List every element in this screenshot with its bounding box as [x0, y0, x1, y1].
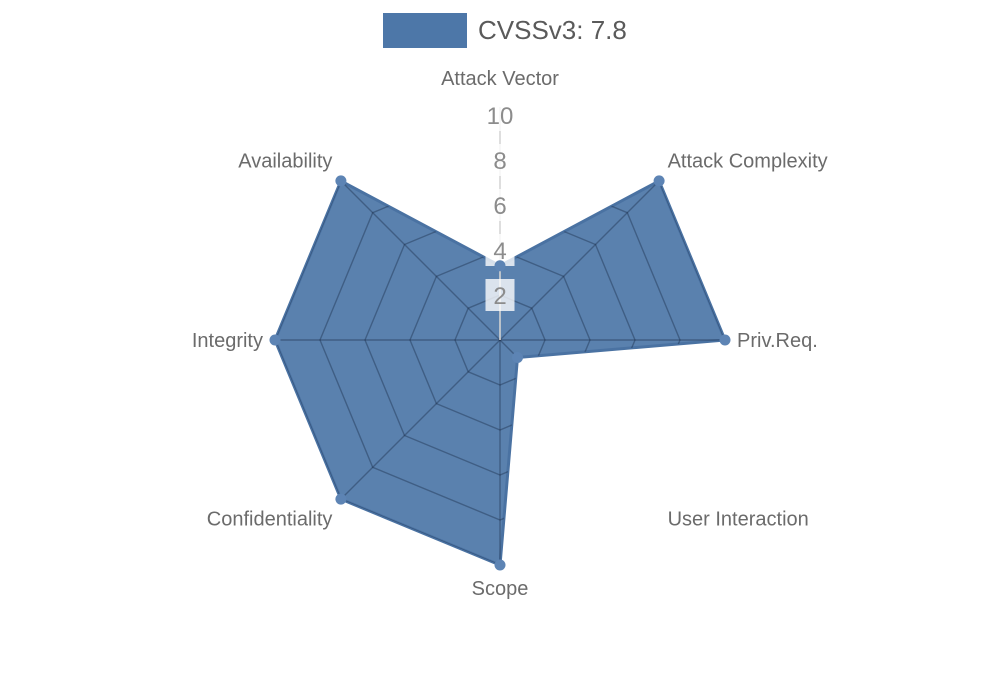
- tick-label-10: 10: [487, 103, 514, 130]
- grid-spoke: [499, 180, 660, 341]
- vertex-marker-attack-complexity: [653, 175, 665, 187]
- vertex-marker-priv-req: [719, 334, 731, 346]
- vertex-marker-integrity: [269, 334, 281, 346]
- vertex-marker-user-interaction: [512, 352, 523, 363]
- axis-label-user-interaction: User Interaction: [668, 509, 809, 531]
- tick-label-4: 4: [493, 238, 506, 265]
- axis-label-priv-req: Priv.Req.: [737, 330, 818, 352]
- axis-label-attack-vector: Attack Vector: [441, 68, 559, 90]
- grid-ring-6: [364, 204, 636, 476]
- vertex-marker-confidentiality: [335, 493, 347, 505]
- grid-ring-8: [319, 180, 681, 521]
- axis-label-attack-complexity: Attack Complexity: [668, 150, 828, 172]
- axis-label-availability: Availability: [238, 150, 332, 172]
- legend: CVSSv3: 7.8: [383, 13, 627, 48]
- axis-label-scope: Scope: [472, 578, 529, 600]
- grid-spoke: [340, 339, 501, 500]
- legend-label: CVSSv3: 7.8: [478, 15, 627, 45]
- vertex-marker-availability: [335, 175, 347, 187]
- tick-box-8: [485, 144, 515, 176]
- grid-ring-4: [409, 249, 591, 431]
- axis-label-integrity: Integrity: [192, 330, 263, 352]
- legend-swatch: [383, 13, 467, 48]
- vertex-marker-attack-vector: [494, 260, 506, 272]
- tick-label-2: 2: [493, 283, 506, 310]
- tick-label-8: 8: [493, 148, 506, 175]
- grid-spoke: [340, 180, 501, 341]
- tick-label-6: 6: [493, 193, 506, 220]
- vertex-marker-scope: [494, 559, 506, 571]
- grid-ring-2: [454, 294, 546, 386]
- tick-box-2: [485, 279, 515, 311]
- tick-box-6: [485, 189, 515, 221]
- grid-spoke: [499, 339, 660, 500]
- axis-label-confidentiality: Confidentiality: [207, 509, 333, 531]
- tick-box-10: [480, 99, 520, 131]
